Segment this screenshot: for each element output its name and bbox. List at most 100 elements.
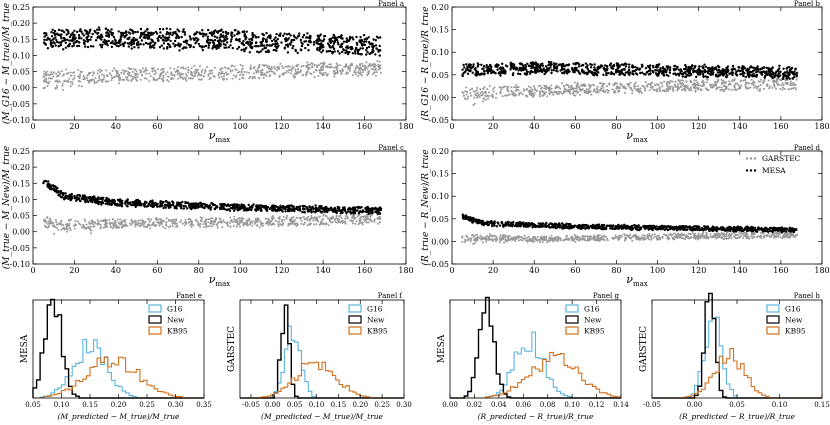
data-point (248, 223, 251, 226)
data-point (782, 75, 785, 79)
data-point (267, 34, 271, 38)
data-point (146, 225, 149, 228)
data-point (206, 38, 209, 41)
data-point (769, 85, 772, 88)
data-point (152, 78, 155, 81)
data-point (264, 38, 268, 41)
x-tick-label: 180 (814, 122, 829, 131)
data-point (266, 205, 270, 209)
data-point (43, 38, 46, 41)
data-point (229, 40, 233, 43)
data-point (53, 232, 56, 235)
data-point (634, 72, 638, 75)
data-point (689, 79, 692, 82)
data-point (196, 221, 199, 223)
data-point (491, 93, 494, 96)
data-point (269, 70, 272, 73)
data-point (328, 49, 332, 53)
data-point (465, 68, 468, 71)
data-point (194, 68, 197, 71)
data-point (739, 73, 742, 76)
data-point (119, 198, 122, 201)
data-point (46, 70, 49, 73)
data-point (321, 221, 324, 224)
data-point (225, 78, 228, 81)
data-point (747, 87, 750, 90)
data-point (336, 217, 339, 220)
data-point (78, 193, 81, 197)
data-point (354, 71, 357, 74)
data-point (63, 227, 66, 230)
data-point (319, 62, 322, 65)
data-point (201, 48, 204, 52)
data-point (676, 88, 679, 91)
data-point (100, 69, 103, 72)
data-point (172, 42, 175, 45)
data-point (466, 97, 469, 100)
data-point (336, 207, 340, 210)
data-point (160, 218, 163, 221)
data-point (576, 81, 579, 84)
data-point (209, 225, 212, 228)
data-point (328, 66, 331, 69)
data-point (356, 43, 359, 46)
data-point (275, 69, 278, 72)
data-point (529, 61, 532, 65)
data-point (548, 88, 551, 91)
data-point (487, 97, 490, 100)
data-point (261, 48, 264, 51)
data-point (66, 228, 69, 230)
data-point (542, 67, 545, 70)
data-point (86, 38, 89, 42)
data-point (258, 77, 261, 79)
x-tick-label: 160 (773, 122, 788, 131)
data-point (119, 31, 123, 34)
data-point (146, 42, 150, 45)
data-point (469, 69, 472, 72)
data-point (478, 96, 481, 99)
x-tick-label: 120 (274, 122, 289, 131)
data-point (175, 222, 178, 225)
data-point (83, 42, 86, 46)
data-point (302, 223, 305, 226)
data-point (56, 40, 59, 44)
data-point (379, 36, 382, 39)
data-point (752, 84, 755, 87)
data-point (771, 80, 774, 83)
data-point (251, 33, 254, 37)
data-point (279, 206, 282, 209)
data-point (144, 41, 148, 45)
data-point (141, 222, 144, 225)
data-point (461, 68, 464, 71)
data-point (290, 69, 293, 72)
data-point (531, 93, 534, 96)
data-point (187, 69, 190, 72)
data-point (257, 36, 260, 39)
data-point (238, 40, 241, 43)
data-point (48, 77, 50, 80)
data-point (153, 73, 156, 76)
data-point (173, 67, 176, 70)
data-point (587, 88, 590, 91)
data-point (189, 44, 193, 47)
data-point (736, 82, 739, 85)
data-point (191, 220, 193, 223)
data-point (113, 38, 117, 41)
data-point (514, 94, 517, 97)
data-point (128, 222, 131, 225)
data-point (644, 73, 647, 76)
data-point (222, 34, 225, 37)
data-point (171, 222, 174, 225)
data-point (690, 66, 693, 69)
data-point (618, 89, 621, 92)
data-point (592, 90, 595, 93)
data-point (493, 86, 496, 89)
data-point (679, 70, 682, 73)
data-point (170, 71, 173, 74)
data-point (212, 31, 216, 35)
data-point (368, 64, 371, 67)
data-point (321, 207, 324, 210)
data-point (559, 69, 562, 72)
data-point (183, 46, 187, 49)
data-point (241, 64, 244, 67)
